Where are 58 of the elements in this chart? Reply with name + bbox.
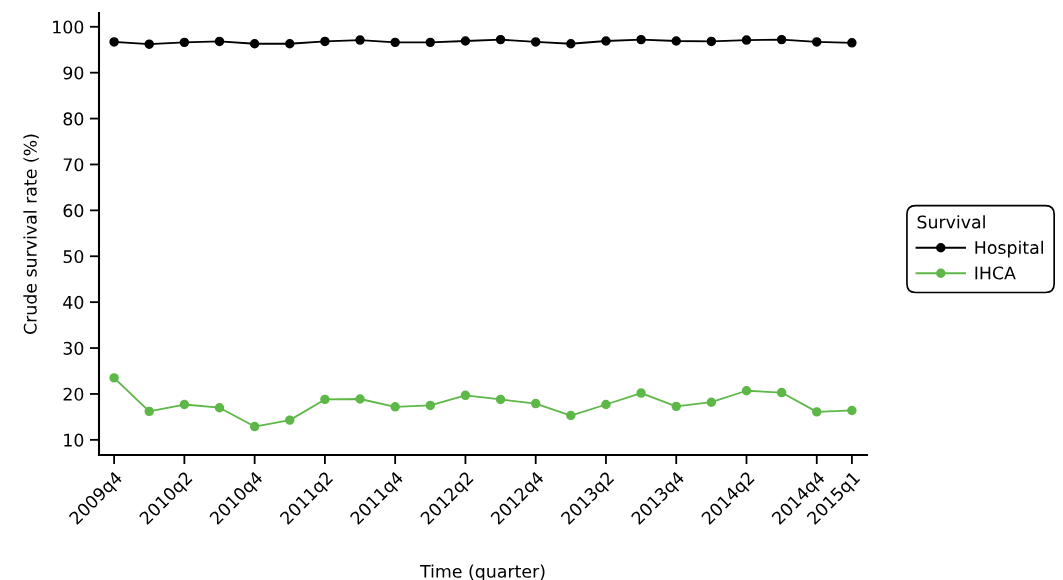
point xyxy=(425,37,436,48)
point xyxy=(530,398,541,409)
point xyxy=(741,35,752,45)
point xyxy=(566,410,576,421)
point xyxy=(214,36,225,47)
legend-label: Hospital xyxy=(975,240,1043,258)
point xyxy=(390,402,400,412)
point xyxy=(249,421,260,432)
y-tick-label: 30 xyxy=(63,341,84,355)
point xyxy=(566,39,576,49)
point xyxy=(144,39,154,49)
point xyxy=(249,39,260,49)
point xyxy=(320,394,330,405)
point xyxy=(636,388,646,398)
y-tick-label: 80 xyxy=(63,112,84,126)
legend-label: IHCA xyxy=(975,266,1016,280)
point xyxy=(706,36,717,47)
point xyxy=(741,386,752,396)
point xyxy=(495,394,506,405)
point xyxy=(355,394,365,404)
y-axis-title: Crude survival rate (%) xyxy=(23,134,39,334)
y-tick-label: 50 xyxy=(63,249,84,264)
point xyxy=(460,390,471,401)
point xyxy=(776,34,787,45)
point xyxy=(179,37,190,48)
point xyxy=(355,35,365,45)
point xyxy=(109,373,119,383)
point xyxy=(495,34,506,45)
point xyxy=(144,406,154,417)
point xyxy=(285,415,295,425)
point xyxy=(214,403,225,413)
point xyxy=(706,397,717,407)
point xyxy=(530,37,541,47)
y-tick-label: 100 xyxy=(53,20,84,34)
y-tick-label: 70 xyxy=(63,158,84,172)
y-tick-label: 60 xyxy=(63,204,84,218)
point xyxy=(847,38,857,48)
point xyxy=(109,37,119,47)
point xyxy=(425,400,436,411)
point xyxy=(285,39,295,49)
point xyxy=(179,399,190,410)
point xyxy=(671,36,681,46)
point xyxy=(812,407,822,417)
point xyxy=(601,399,611,410)
point xyxy=(671,401,681,412)
y-tick-label: 10 xyxy=(64,433,84,447)
y-tick-label: 90 xyxy=(63,66,84,80)
point xyxy=(320,36,330,47)
point xyxy=(601,36,611,46)
y-tick-label: 40 xyxy=(63,295,84,309)
point xyxy=(460,36,471,46)
y-tick-label: 20 xyxy=(63,387,84,401)
point xyxy=(847,405,857,416)
point xyxy=(776,387,787,398)
legend-title: Survival xyxy=(917,215,985,229)
point xyxy=(390,37,400,48)
point xyxy=(812,37,822,47)
point xyxy=(636,34,646,45)
